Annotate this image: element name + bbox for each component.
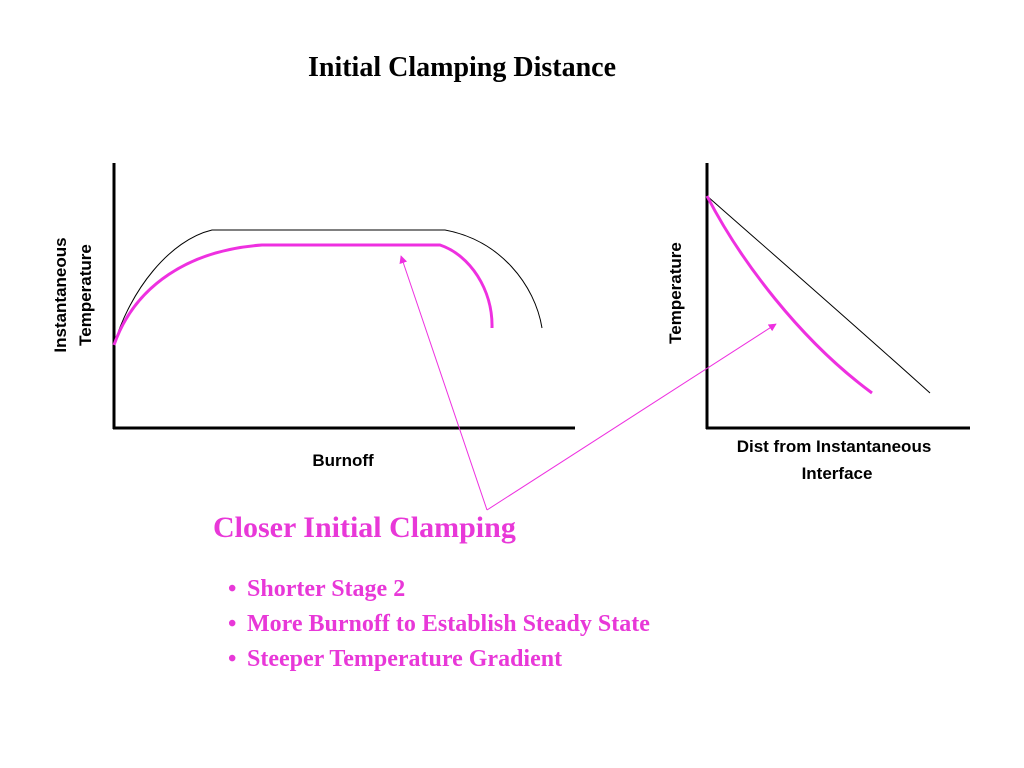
left-diagram: Instantaneous Temperature Burnoff	[51, 163, 575, 470]
bullet: Steeper Temperature Gradient	[247, 646, 562, 672]
y-label: Instantaneous	[51, 237, 70, 352]
callout: Closer Initial Clamping	[213, 511, 516, 544]
bullet-marker: •	[228, 611, 236, 637]
callout-arrow	[486, 323, 777, 511]
closer-curve	[112, 243, 494, 346]
right-diagram: Temperature Dist from Instantaneous Inte…	[666, 163, 970, 483]
bullet-list: • Shorter Stage 2 • More Burnoff to Esta…	[228, 576, 650, 672]
callout-arrow	[399, 255, 488, 511]
x-label: Interface	[802, 464, 873, 483]
title: Initial Clamping Distance	[308, 52, 616, 83]
bullet: Shorter Stage 2	[247, 576, 405, 602]
closer-curve	[705, 195, 873, 395]
reference-curve	[706, 195, 931, 394]
bullet-marker: •	[228, 646, 236, 672]
bullet-marker: •	[228, 576, 236, 602]
x-label: Dist from Instantaneous	[737, 437, 932, 456]
y-label: Temperature	[666, 242, 685, 344]
reference-curve	[113, 229, 543, 346]
bullet: More Burnoff to Establish Steady State	[247, 611, 650, 637]
y-label: Temperature	[76, 244, 95, 346]
x-label: Burnoff	[312, 451, 374, 470]
